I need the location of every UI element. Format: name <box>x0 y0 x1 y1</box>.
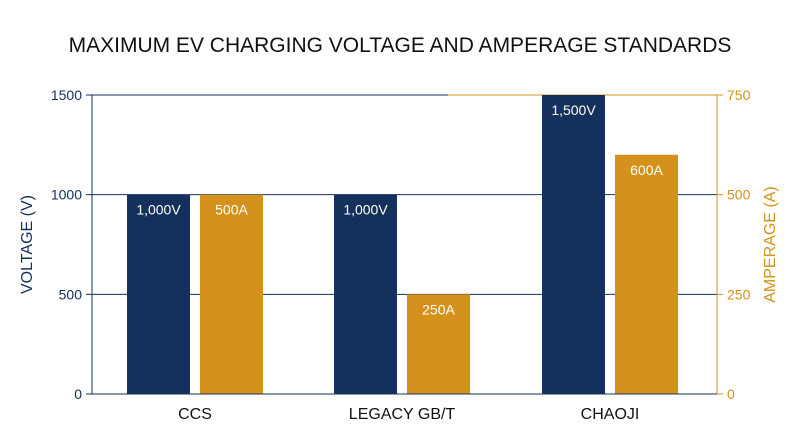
bar-voltage <box>334 194 397 394</box>
category-label: LEGACY GB/T <box>349 406 456 423</box>
bar-amperage <box>200 194 263 394</box>
y2-tick-label: 500 <box>727 187 751 203</box>
data-label-voltage: 1,000V <box>136 202 181 218</box>
bar-labels: 1,000V 500A CCS 1,000V 250A LEGACY GB/T 1,500V… <box>136 102 663 423</box>
y2-axis-title: AMPERAGE (A) <box>762 186 779 302</box>
bars <box>127 95 678 394</box>
bar-voltage <box>127 194 190 394</box>
gridlines <box>92 94 717 295</box>
data-label-voltage: 1,500V <box>551 102 596 118</box>
data-label-amperage: 250A <box>422 301 455 317</box>
bar-amperage <box>407 294 470 394</box>
y2-tick-label: 250 <box>727 286 751 302</box>
data-label-amperage: 500A <box>215 202 248 218</box>
category-label: CCS <box>178 406 212 423</box>
y2-tick-label: 0 <box>727 386 735 402</box>
bar-voltage <box>542 95 605 394</box>
bar-amperage <box>615 154 678 394</box>
category-label: CHAOJI <box>581 406 640 423</box>
data-label-amperage: 600A <box>630 162 663 178</box>
axes: 0 500 1000 1500 0 250 500 750 <box>51 87 751 402</box>
y2-tick-label: 750 <box>727 87 751 103</box>
y-tick-label: 0 <box>74 386 82 402</box>
data-label-voltage: 1,000V <box>343 202 388 218</box>
y-axis-title: VOLTAGE (V) <box>19 195 36 294</box>
y-tick-label: 500 <box>59 286 83 302</box>
y-tick-label: 1000 <box>51 187 82 203</box>
chart-title: MAXIMUM EV CHARGING VOLTAGE AND AMPERAGE… <box>69 34 732 57</box>
y-tick-label: 1500 <box>51 87 82 103</box>
